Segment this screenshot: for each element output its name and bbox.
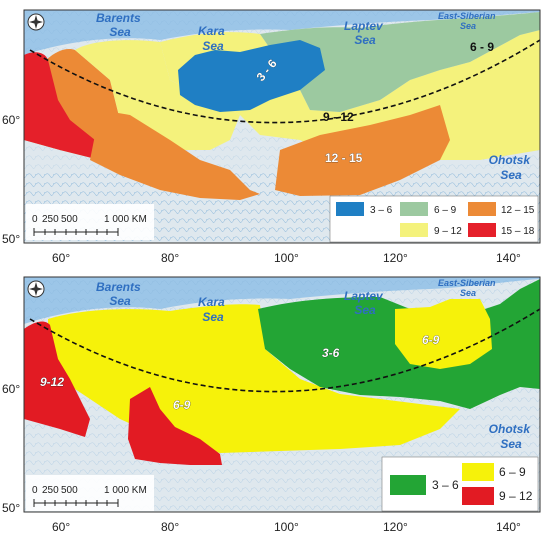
map-panel-bottom: Barents Sea Kara Sea Laptev Sea East-Sib… <box>0 269 550 538</box>
svg-text:9 – 12: 9 – 12 <box>434 226 462 237</box>
zone-label: 6 - 9 <box>470 40 494 54</box>
lat-tick: 60° <box>2 113 20 127</box>
legend-item: 3 – 6 <box>390 475 459 495</box>
legend-item: 12 – 15 <box>468 202 535 216</box>
lon-tick: 60° <box>52 251 70 265</box>
legend: 3 – 6 6 – 9 9 – 12 <box>381 456 539 512</box>
lat-tick: 50° <box>2 232 20 246</box>
svg-text:500: 500 <box>61 485 78 496</box>
zone-6-9 <box>260 12 540 112</box>
sea-label-kara: Kara Sea <box>198 295 228 324</box>
svg-text:15 – 18: 15 – 18 <box>501 226 535 237</box>
lat-tick: 60° <box>2 382 20 396</box>
svg-text:9 – 12: 9 – 12 <box>499 489 533 503</box>
zone-label: 6-9 <box>173 398 191 412</box>
zone-label: 9 - 12 <box>323 110 354 124</box>
svg-text:12 – 15: 12 – 15 <box>501 205 535 216</box>
sea-label-okhotsk: Ohotsk Sea <box>489 153 534 182</box>
svg-text:250: 250 <box>42 214 59 225</box>
zone-9-12-south <box>128 387 222 465</box>
sea-label-barents: Barents Sea <box>96 11 144 39</box>
legend-item: 15 – 18 <box>468 223 535 237</box>
legend-swatch <box>400 223 428 237</box>
lon-tick: 140° <box>496 520 521 534</box>
svg-text:1 000 KM: 1 000 KM <box>104 485 147 496</box>
zone-15-18 <box>24 52 100 161</box>
legend-item: 9 – 12 <box>462 487 533 505</box>
lon-tick: 80° <box>161 520 179 534</box>
legend-swatch <box>462 487 494 505</box>
legend: 3 – 6 6 – 9 12 – 15 9 – 12 15 – 18 <box>329 195 539 243</box>
svg-text:3 – 6: 3 – 6 <box>432 478 459 492</box>
compass-icon <box>27 13 45 31</box>
map-top: Barents Sea Kara Sea Laptev Sea East-Sib… <box>2 9 541 265</box>
sea-label-laptev: Laptev Sea <box>344 289 386 317</box>
zone-9-12-west <box>24 321 90 437</box>
zone-9-12-west <box>75 40 240 150</box>
legend-swatch <box>336 202 364 216</box>
scale-bar: 0 250 500 1 000 KM <box>26 204 154 240</box>
map-frame <box>23 9 541 244</box>
legend-item: 3 – 6 <box>336 202 393 216</box>
lon-tick: 60° <box>52 520 70 534</box>
compass-icon <box>27 280 45 298</box>
sea-label-laptev: Laptev Sea <box>344 19 386 47</box>
sea-label-okhotsk: Ohotsk Sea <box>489 422 534 451</box>
lon-tick: 100° <box>274 251 299 265</box>
legend-item: 9 – 12 <box>400 223 462 237</box>
sea-label-kara: Kara Sea <box>198 24 228 53</box>
zone-label: 12 - 15 <box>325 151 363 165</box>
zone-12-15-east <box>275 105 450 196</box>
sea-label-barents: Barents Sea <box>96 280 144 308</box>
svg-text:6 – 9: 6 – 9 <box>499 465 526 479</box>
lat-tick: 50° <box>2 501 20 515</box>
svg-text:3 – 6: 3 – 6 <box>370 205 393 216</box>
zone-6-9-northeast <box>395 299 492 369</box>
zone-12-15-south <box>90 110 260 200</box>
lon-tick: 120° <box>383 520 408 534</box>
map-panel-top: Barents Sea Kara Sea Laptev Sea East-Sib… <box>2 9 541 265</box>
zone-label: 9-12 <box>40 375 64 389</box>
svg-text:6 – 9: 6 – 9 <box>434 205 457 216</box>
legend-swatch <box>390 475 426 495</box>
legend-swatch <box>468 202 496 216</box>
legend-item: 6 – 9 <box>462 463 526 481</box>
zone-label: 3-6 <box>322 346 340 360</box>
svg-text:500: 500 <box>61 214 78 225</box>
zone-3-6 <box>178 40 325 112</box>
arctic-circle-line <box>29 308 540 393</box>
legend-swatch <box>400 202 428 216</box>
lon-tick: 120° <box>383 251 408 265</box>
scale-bar: 0 250 500 1 000 KM <box>26 475 154 511</box>
legend-swatch <box>462 463 494 481</box>
legend-swatch <box>468 223 496 237</box>
map-bottom: Barents Sea Kara Sea Laptev Sea East-Sib… <box>2 276 541 534</box>
svg-text:250: 250 <box>42 485 59 496</box>
lon-tick: 140° <box>496 251 521 265</box>
legend-item: 6 – 9 <box>400 202 457 216</box>
map-frame <box>23 276 541 513</box>
lon-tick: 100° <box>274 520 299 534</box>
sea-label-east-siberian: East-Siberian Sea <box>438 11 498 31</box>
svg-text:1 000 KM: 1 000 KM <box>104 214 147 225</box>
sea-label-east-siberian: East-Siberian Sea <box>438 278 498 298</box>
svg-text:0: 0 <box>32 485 38 496</box>
arctic-circle-line <box>29 39 540 124</box>
svg-text:0: 0 <box>32 214 38 225</box>
zone-label: 6-9 <box>422 333 440 347</box>
lon-tick: 80° <box>161 251 179 265</box>
